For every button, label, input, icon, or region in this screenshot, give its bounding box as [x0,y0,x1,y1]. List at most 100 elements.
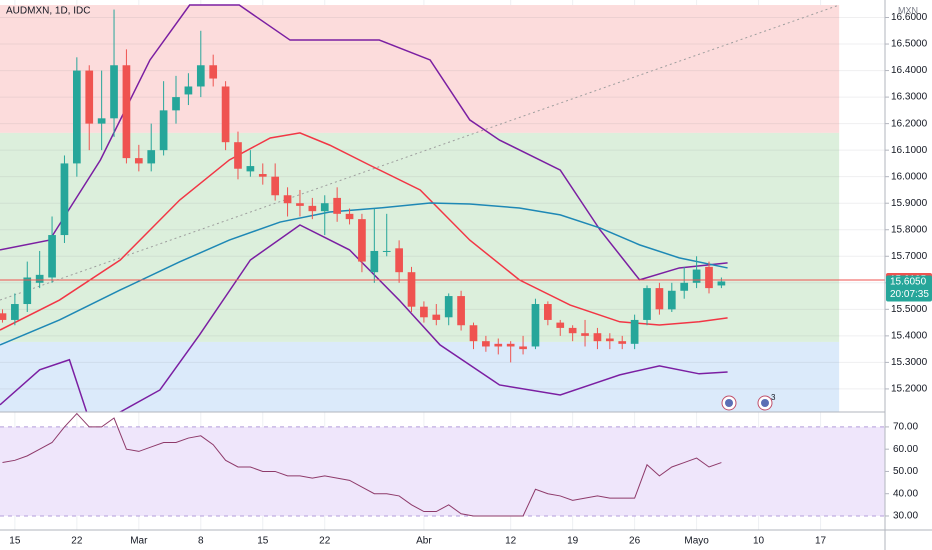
x-tick-label: 26 [629,536,641,547]
y-tick-label: 15.5000 [891,304,928,315]
y-tick-label: 16.3000 [891,92,928,103]
x-tick-label: 10 [753,536,765,547]
y-tick-label: 30.00 [893,511,918,522]
x-tick-label: 12 [505,536,517,547]
candle-body [333,197,341,214]
countdown: 20:07:35 [890,289,929,300]
candle-body [432,314,441,320]
event-icon-flag [725,399,733,407]
candle-body [705,266,713,289]
x-tick-label: 15 [9,536,21,547]
candle-body [60,163,69,236]
candle-body [345,213,354,220]
candle-body [630,319,639,344]
indicator-line [0,4,840,301]
candle-body [97,118,106,124]
y-tick-label: 16.4000 [891,65,928,76]
x-tick-label: 22 [319,536,331,547]
y-tick-label: 16.2000 [891,118,928,129]
candle-body [457,296,465,326]
candle-body [234,142,242,169]
x-tick-label: Mayo [684,536,709,547]
candle-body [531,304,540,347]
candle-body [358,219,366,262]
price-badge-label: 15.6050 [890,277,927,288]
event-count: 3 [771,393,776,402]
candle-body [258,174,267,177]
y-tick-label: 15.7000 [891,251,928,262]
candle-body [11,304,19,320]
candle-body [444,296,453,318]
candle-body [643,288,651,320]
y-tick-label: 60.00 [893,444,918,455]
candle-body [692,269,701,283]
candle-body [35,274,44,283]
rsi-line [2,412,722,517]
candle-body [246,166,255,172]
candle-body [48,235,56,278]
candle-body [605,338,614,342]
candle-body [717,281,726,286]
y-tick-label: 40.00 [893,488,918,499]
y-tick-label: 16.1000 [891,145,928,156]
candle-body [85,70,94,124]
candle-body [221,86,230,143]
candle-body [122,65,131,159]
price-zone [0,132,840,342]
y-tick-label: 50.00 [893,466,918,477]
candle-body [196,65,205,87]
candle-body [159,110,168,151]
candle-body [382,250,391,252]
x-tick-label: 19 [567,536,579,547]
candle-body [667,290,676,310]
x-tick-label: 15 [257,536,269,547]
candle-body [420,306,428,318]
y-tick-label: 15.9000 [891,198,928,209]
candle-body [0,313,7,320]
candle-body [209,65,218,79]
rsi-band [0,426,885,516]
candle-body [618,341,627,344]
x-tick-label: Abr [416,536,432,547]
candle-body [519,346,527,350]
candle-body [494,343,503,347]
y-tick-label: 15.3000 [891,357,928,368]
candle-body [308,205,317,212]
event-icon-flag [761,399,769,407]
unit-label: MXN [898,5,918,15]
price-badge [886,275,932,302]
candle-body [184,86,193,95]
chart-title: AUDMXN, 1D, IDC [6,6,90,17]
candle-body [568,327,577,334]
candle-body [23,277,32,305]
price-zone [0,5,840,133]
y-tick-label: 15.4000 [891,331,928,342]
candle-body [395,248,403,273]
candle-body [407,272,416,307]
candle-body [469,325,478,342]
candle-body [296,203,304,206]
candle-body [593,333,602,342]
y-tick-label: 16.6000 [891,12,928,23]
candle-body [655,288,664,310]
x-tick-label: Mar [130,536,148,547]
candle-body [134,158,143,164]
candle-body [680,282,689,291]
y-tick-label: 70.00 [893,422,918,433]
price-zone [0,341,840,412]
candle-body [271,176,280,196]
candle-body [581,333,589,336]
x-tick-label: 17 [815,536,827,547]
indicator-line [0,202,728,346]
y-tick-label: 15.8000 [891,224,928,235]
candle-body [506,343,515,347]
candle-body [147,150,156,164]
y-tick-label: 15.2000 [891,384,928,395]
candle-body [320,203,329,212]
candle-body [73,70,81,164]
x-tick-label: 22 [71,536,83,547]
y-tick-label: 16.0000 [891,171,928,182]
x-tick-label: 8 [198,536,204,547]
candle-body [556,322,565,328]
